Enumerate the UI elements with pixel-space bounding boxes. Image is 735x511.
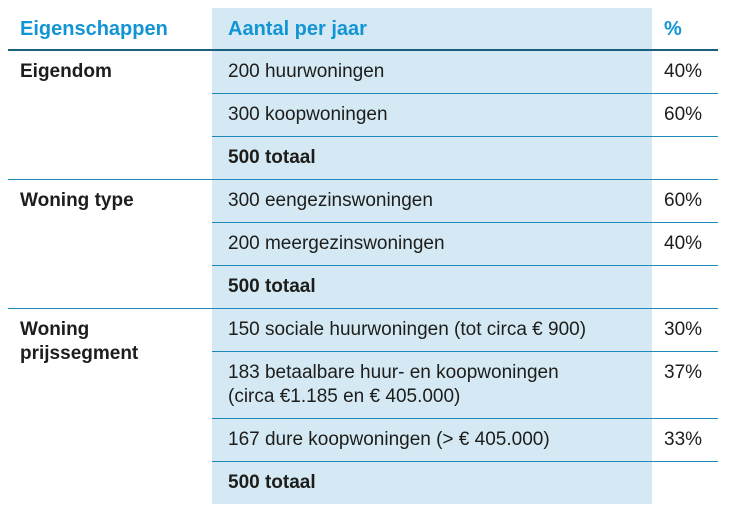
row-percentage-cell: 60% [652,93,718,137]
column-header-aantal-per-jaar: Aantal per jaar [212,8,652,51]
table-row: 167 dure koopwoningen (> € 405.000) 33% [8,418,718,462]
table-row: Woning prijssegment 150 sociale huurwonin… [8,308,718,504]
table-row: 500 totaal [8,136,718,180]
row-percentage-cell: 33% [652,418,718,462]
row-total-cell: 500 totaal [212,136,652,180]
table-row: 300 koopwoningen 60% [8,93,718,137]
table-row: Woning type 300 eengezinswoningen 60% [8,179,718,309]
table-row: 200 meergezinswoningen 40% [8,222,718,266]
row-total-cell: 500 totaal [212,461,652,504]
row-percentage-cell [652,136,718,180]
group-label: Woning type [8,179,212,309]
header-row: Eigenschappen Aantal per jaar % [8,8,718,51]
row-description-cell: 150 sociale huurwoningen (tot circa € 90… [212,308,652,352]
row-description-cell: 183 betaalbare huur- en koopwoningen (ci… [212,351,652,419]
row-percentage-cell: 60% [652,179,718,223]
column-header-percent: % [652,8,718,51]
row-percentage-cell: 37% [652,351,718,419]
table-row: 500 totaal [8,461,718,504]
row-description-cell: 167 dure koopwoningen (> € 405.000) [212,418,652,462]
row-percentage-cell: 40% [652,49,718,94]
row-percentage-cell: 40% [652,222,718,266]
column-header-eigenschappen: Eigenschappen [8,8,212,51]
row-description-cell: 200 huurwoningen [212,49,652,94]
row-percentage-cell [652,265,718,309]
row-description-cell: 300 eengezinswoningen [212,179,652,223]
row-description-cell: 200 meergezinswoningen [212,222,652,266]
row-percentage-cell: 30% [652,308,718,352]
group-label: Eigendom [8,49,212,180]
table-row: 500 totaal [8,265,718,309]
table-row: 183 betaalbare huur- en koopwoningen (ci… [8,351,718,419]
housing-properties-table: Eigenschappen Aantal per jaar % Eigendom… [8,8,718,504]
table-row: Eigendom 200 huurwoningen 40% [8,49,718,180]
group-label: Woning prijssegment [8,308,212,504]
row-description-cell: 300 koopwoningen [212,93,652,137]
row-percentage-cell [652,461,718,504]
row-total-cell: 500 totaal [212,265,652,309]
